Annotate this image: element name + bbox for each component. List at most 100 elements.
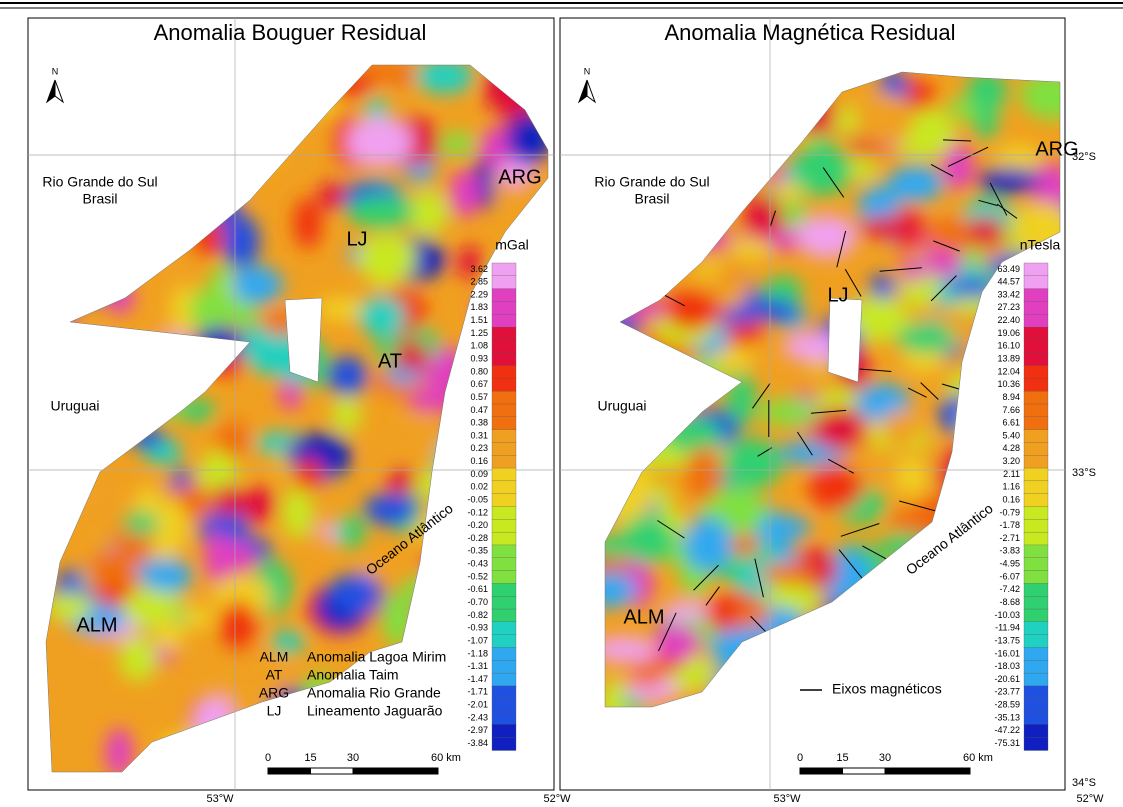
colorbar-label: -13.75 [994,635,1020,645]
legend-text: Lineamento Jaguarão [307,703,443,719]
colorbar-label: 27.23 [997,302,1020,312]
colorbar-swatch [492,712,516,725]
colorbar-swatch [1024,647,1048,660]
colorbar-swatch [492,596,516,609]
colorbar-label: -47.22 [994,725,1020,735]
colorbar-label: 0.23 [470,443,488,453]
colorbar-swatch [492,545,516,558]
colorbar-label: 63.49 [997,264,1020,274]
colorbar-label: -16.01 [994,648,1020,658]
colorbar-swatch [1024,596,1048,609]
colorbar-unit: nTesla [1020,237,1061,253]
colorbar-swatch [492,635,516,648]
colorbar-label: 0.16 [1002,494,1020,504]
colorbar-swatch [492,455,516,468]
colorbar-label: 1.16 [1002,482,1020,492]
colorbar-swatch [492,366,516,379]
scale-label: 0 [265,752,271,764]
colorbar-swatch [492,686,516,699]
colorbar-label: 0.80 [470,366,488,376]
colorbar-label: 0.67 [470,379,488,389]
colorbar-unit: mGal [495,237,528,253]
region-label: Brasil [82,191,117,207]
scale-bar [885,768,970,774]
colorbar-label: -1.07 [467,635,488,645]
colorbar-label: 3.20 [1002,456,1020,466]
colorbar-label: 0.16 [470,456,488,466]
scale-label: 30 [879,752,891,764]
scale-label: 60 km [431,752,461,764]
colorbar-label: 1.25 [470,328,488,338]
colorbar-swatch [492,289,516,302]
colorbar-swatch [492,340,516,353]
legend-text: Anomalia Rio Grande [307,685,441,701]
colorbar-swatch [492,699,516,712]
colorbar-label: -3.83 [999,546,1020,556]
colorbar-label: 16.10 [997,341,1020,351]
region-label: Rio Grande do Sul [42,174,157,190]
scale-bar [800,768,843,774]
scale-bar [843,768,886,774]
colorbar-swatch [492,660,516,673]
anomaly-label: ARG [498,166,541,188]
colorbar-swatch [492,327,516,340]
colorbar-label: 0.93 [470,353,488,363]
colorbar-swatch [492,430,516,443]
colorbar-swatch [1024,660,1048,673]
colorbar-swatch [1024,481,1048,494]
colorbar-label: -0.20 [467,520,488,530]
colorbar-label: 44.57 [997,277,1020,287]
colorbar-swatch [1024,673,1048,686]
colorbar-swatch [1024,545,1048,558]
colorbar-swatch [492,558,516,571]
colorbar-label: 2.85 [470,277,488,287]
colorbar-swatch [492,494,516,507]
colorbar-swatch [492,391,516,404]
anomaly-label: ALM [76,614,117,636]
colorbar-swatch [492,622,516,635]
colorbar-label: 33.42 [997,289,1020,299]
colorbar-swatch [492,314,516,327]
colorbar-swatch [1024,417,1048,430]
lat-label: 32°S [1072,151,1096,163]
colorbar-swatch [492,737,516,750]
colorbar-swatch [1024,724,1048,737]
colorbar-swatch [492,609,516,622]
colorbar-label: -0.61 [467,584,488,594]
colorbar-label: -0.43 [467,559,488,569]
colorbar-label: -1.31 [467,661,488,671]
colorbar-swatch [1024,583,1048,596]
colorbar-label: -4.95 [999,559,1020,569]
colorbar-swatch [1024,353,1048,366]
colorbar-label: 7.66 [1002,405,1020,415]
colorbar-swatch [1024,391,1048,404]
colorbar-swatch [1024,686,1048,699]
anomaly-label: LJ [346,228,367,250]
colorbar-label: -2.43 [467,712,488,722]
colorbar-swatch [1024,532,1048,545]
anomaly-label: LJ [827,284,848,306]
colorbar-label: 1.08 [470,341,488,351]
colorbar-label: -0.05 [467,494,488,504]
north-label: N [584,66,591,76]
colorbar-swatch [1024,378,1048,391]
colorbar-label: -8.68 [999,597,1020,607]
colorbar-swatch [492,468,516,481]
colorbar-label: 22.40 [997,315,1020,325]
colorbar-label: 0.02 [470,482,488,492]
colorbar-label: 0.38 [470,418,488,428]
colorbar-label: -0.82 [467,610,488,620]
colorbar-label: 2.11 [1003,469,1020,479]
colorbar-swatch [1024,558,1048,571]
colorbar-label: -75.31 [994,738,1020,748]
panel-title: Anomalia Magnética Residual [664,20,955,45]
colorbar-swatch [492,532,516,545]
colorbar-label: 13.89 [997,353,1020,363]
lon-label: 53°W [206,793,234,805]
colorbar-swatch [1024,289,1048,302]
colorbar-label: 8.94 [1002,392,1020,402]
colorbar-swatch [1024,366,1048,379]
colorbar-label: 0.57 [470,392,488,402]
legend-abbr: LJ [267,703,282,719]
colorbar-swatch [492,404,516,417]
